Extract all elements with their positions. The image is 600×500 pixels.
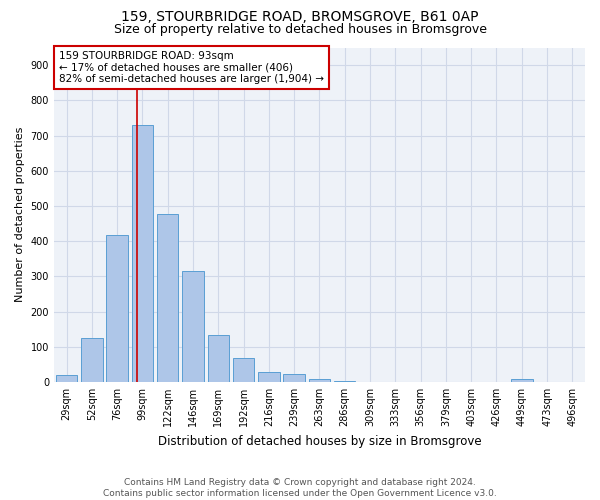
Bar <box>334 381 355 382</box>
Bar <box>157 214 178 382</box>
Y-axis label: Number of detached properties: Number of detached properties <box>15 127 25 302</box>
Bar <box>309 379 330 382</box>
Bar <box>283 374 305 382</box>
Bar <box>258 372 280 382</box>
Bar <box>106 235 128 382</box>
X-axis label: Distribution of detached houses by size in Bromsgrove: Distribution of detached houses by size … <box>158 434 481 448</box>
Text: Contains HM Land Registry data © Crown copyright and database right 2024.
Contai: Contains HM Land Registry data © Crown c… <box>103 478 497 498</box>
Bar <box>81 338 103 382</box>
Bar <box>131 125 153 382</box>
Bar <box>208 335 229 382</box>
Text: Size of property relative to detached houses in Bromsgrove: Size of property relative to detached ho… <box>113 22 487 36</box>
Bar <box>233 358 254 382</box>
Text: 159 STOURBRIDGE ROAD: 93sqm
← 17% of detached houses are smaller (406)
82% of se: 159 STOURBRIDGE ROAD: 93sqm ← 17% of det… <box>59 51 324 84</box>
Bar <box>56 375 77 382</box>
Text: 159, STOURBRIDGE ROAD, BROMSGROVE, B61 0AP: 159, STOURBRIDGE ROAD, BROMSGROVE, B61 0… <box>121 10 479 24</box>
Bar <box>182 271 204 382</box>
Bar <box>511 379 533 382</box>
